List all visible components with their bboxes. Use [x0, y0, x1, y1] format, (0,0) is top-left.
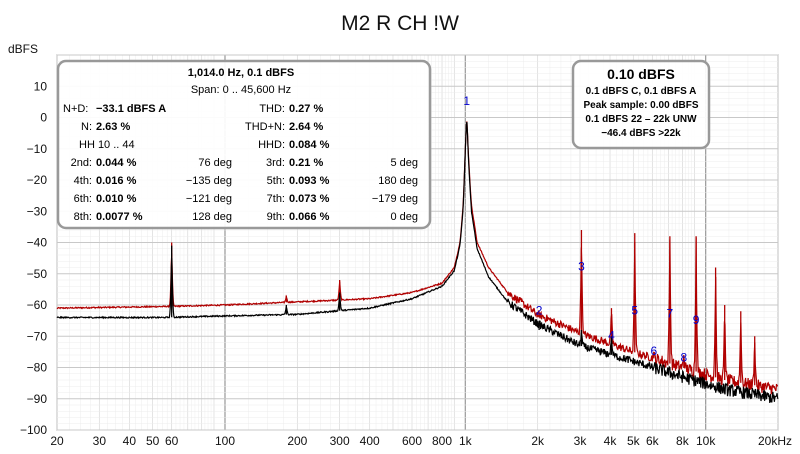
level-info-panel-box — [571, 59, 711, 150]
x-tick-label: 20 — [50, 434, 64, 448]
harmonic-row-right-value: 0.093 % — [289, 175, 330, 187]
thd-label: THD: — [259, 103, 285, 115]
thdn-label: THD+N: — [245, 121, 285, 133]
harmonic-row-right-value: 0.073 % — [289, 193, 330, 205]
harmonic-row-left-value: 0.044 % — [96, 157, 137, 169]
harmonic-row-right-phase: 180 deg — [378, 175, 418, 187]
y-tick-label: 10 — [34, 79, 48, 93]
n-value: 2.63 % — [96, 121, 130, 133]
x-tick-label: 100 — [215, 434, 235, 448]
harmonic-row-left-value: 0.0077 % — [96, 211, 143, 223]
y-tick-label: −70 — [27, 329, 48, 343]
harmonic-marker-layer: 1 2 3 4 5 6 7 8 9 — [463, 94, 699, 364]
harmonic-marker-label: 5 — [631, 303, 638, 317]
chart-title: M2 R CH !W — [341, 12, 459, 35]
y-tick-label: −20 — [27, 173, 48, 187]
level-peak-value: 0.10 dBFS — [607, 66, 675, 82]
distortion-info-panel: 1,014.0 Hz, 0.1 dBFS Span: 0 .. 45,600 H… — [56, 59, 432, 230]
x-tick-label: 20kHz — [758, 434, 792, 448]
harmonic-row-right-phase: 5 deg — [390, 157, 418, 169]
y-tick-label: 0 — [40, 111, 47, 125]
y-tick-label: −30 — [27, 204, 48, 218]
y-tick-label: −40 — [27, 236, 48, 250]
hhd-value: 0.084 % — [289, 139, 330, 151]
x-tick-label: 1k — [459, 434, 473, 448]
y-tick-label: −90 — [27, 392, 48, 406]
harmonic-row-left-value: 0.010 % — [96, 193, 137, 205]
nd-value: −33.1 dBFS A — [96, 103, 166, 115]
harmonic-row-left-value: 0.016 % — [96, 175, 137, 187]
harmonic-row-left-label: 4th: — [74, 175, 92, 187]
trace-layer — [56, 121, 779, 404]
x-tick-label: 30 — [93, 434, 107, 448]
level-info-panel: 0.10 dBFS 0.1 dBFS C, 0.1 dBFS A Peak sa… — [571, 59, 711, 150]
harmonic-row-left-label: 2nd: — [71, 157, 92, 169]
thdn-value: 2.64 % — [289, 121, 323, 133]
harmonic-row-left-label: 6th: — [74, 193, 92, 205]
harmonic-row-left-label: 8th: — [74, 211, 92, 223]
x-tick-label: 400 — [360, 434, 380, 448]
x-tick-label: 50 — [146, 434, 160, 448]
x-tick-label: 40 — [123, 434, 137, 448]
y-tick-label: −10 — [27, 142, 48, 156]
x-tick-label: 800 — [432, 434, 452, 448]
harmonic-marker-label: 2 — [536, 303, 543, 317]
level-weighted-values: 0.1 dBFS C, 0.1 dBFS A — [586, 86, 697, 97]
level-peak-sample: Peak sample: 0.00 dBFS — [583, 100, 698, 111]
y-tick-label: −80 — [27, 361, 48, 375]
harmonic-marker-label: 9 — [693, 313, 700, 327]
harmonic-row-right-label: 9th: — [267, 211, 285, 223]
harmonic-row-left-phase: −121 deg — [186, 193, 232, 205]
harmonic-row-right-value: 0.066 % — [289, 211, 330, 223]
y-tick-label: −60 — [27, 298, 48, 312]
harmonic-row-right-label: 7th: — [267, 193, 285, 205]
harmonic-rows: 2nd: 0.044 % 76 deg 3rd: 0.21 % 5 deg 4t… — [71, 157, 418, 223]
harmonic-marker-label: 8 — [680, 350, 687, 364]
x-tick-label: 10k — [696, 434, 716, 448]
level-unweighted: 0.1 dBFS 22 – 22k UNW — [585, 114, 697, 125]
level-above-22k: −46.4 dBFS >22k — [601, 128, 681, 139]
y-axis-label: dBFS — [8, 42, 38, 56]
harmonic-row-right-label: 5th: — [267, 175, 285, 187]
y-tick-label: −50 — [27, 267, 48, 281]
hh-label: HH 10 .. 44 — [79, 139, 135, 151]
series-line-red — [56, 121, 778, 395]
harmonic-marker-label: 3 — [578, 260, 585, 274]
harmonic-marker-label: 7 — [667, 307, 674, 321]
x-tick-label: 600 — [402, 434, 422, 448]
x-tick-label: 4k — [604, 434, 618, 448]
harmonic-marker-label: 1 — [463, 94, 470, 108]
x-tick-label: 2k — [531, 434, 545, 448]
series-line-black — [56, 121, 779, 404]
harmonic-row-right-label: 3rd: — [266, 157, 285, 169]
x-tick-label: 200 — [287, 434, 307, 448]
x-tick-label: 8k — [676, 434, 690, 448]
harmonic-marker-label: 6 — [650, 344, 657, 358]
x-tick-label: 5k — [627, 434, 641, 448]
distortion-info-panel-box — [56, 59, 432, 230]
n-label: N: — [81, 121, 92, 133]
harmonic-row-right-phase: −179 deg — [372, 193, 418, 205]
nd-label: N+D: — [63, 103, 88, 115]
x-tick-label: 60 — [165, 434, 179, 448]
thd-value: 0.27 % — [289, 103, 323, 115]
panel-span: Span: 0 .. 45,600 Hz — [191, 84, 291, 96]
x-tick-label: 6k — [646, 434, 660, 448]
harmonic-row-left-phase: 76 deg — [198, 157, 232, 169]
x-tick-label: 3k — [574, 434, 588, 448]
y-tick-label: −100 — [20, 423, 47, 437]
harmonic-row-right-value: 0.21 % — [289, 157, 323, 169]
harmonic-row-left-phase: 128 deg — [192, 211, 232, 223]
harmonic-row-right-phase: 0 deg — [390, 211, 418, 223]
harmonic-marker-label: 4 — [608, 328, 615, 342]
harmonic-row-left-phase: −135 deg — [186, 175, 232, 187]
x-tick-label: 300 — [330, 434, 350, 448]
hhd-label: HHD: — [258, 139, 285, 151]
panel-frequency-level: 1,014.0 Hz, 0.1 dBFS — [188, 67, 294, 79]
